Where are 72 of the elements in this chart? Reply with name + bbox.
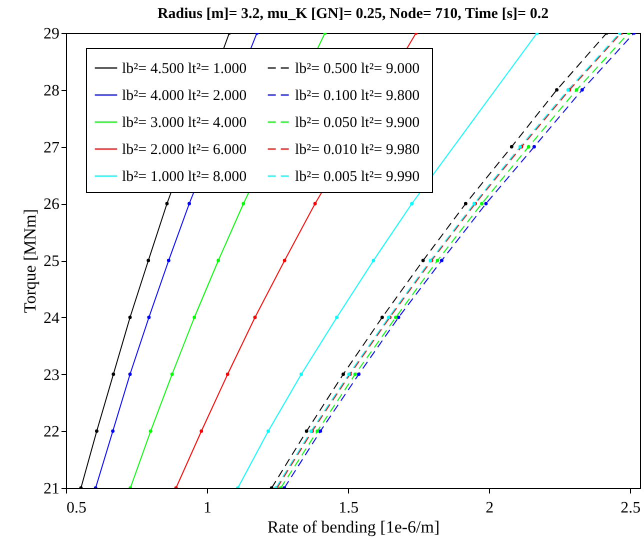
point bbox=[188, 202, 191, 206]
y-tick-label: 21 bbox=[44, 480, 60, 498]
legend-label: lb²= 4.000 lt²= 2.000 bbox=[122, 88, 247, 104]
point bbox=[146, 258, 150, 262]
point bbox=[226, 372, 230, 376]
point bbox=[112, 372, 116, 376]
point bbox=[421, 258, 425, 262]
legend-label: lb²= 0.500 lt²= 9.000 bbox=[295, 61, 420, 77]
x-axis-title: Rate of bending [1e-6/m] bbox=[267, 518, 440, 536]
y-tick-label: 23 bbox=[44, 366, 60, 384]
point bbox=[410, 202, 414, 206]
y-tick-label: 28 bbox=[44, 82, 60, 100]
point bbox=[464, 202, 468, 206]
x-tick-label: 1.5 bbox=[338, 500, 359, 516]
x-tick-label: 2.5 bbox=[620, 500, 641, 516]
point bbox=[316, 429, 320, 433]
point bbox=[300, 372, 303, 376]
point bbox=[147, 316, 151, 320]
point bbox=[282, 258, 286, 262]
point bbox=[192, 316, 196, 320]
y-axis-title: Torque [MNm] bbox=[20, 208, 40, 314]
y-tick-label: 25 bbox=[44, 253, 60, 270]
y-tick-label: 26 bbox=[44, 196, 60, 214]
y-tick-label: 29 bbox=[44, 26, 60, 42]
point bbox=[128, 316, 132, 320]
x-tick-label: 0.5 bbox=[66, 500, 86, 516]
point bbox=[380, 316, 384, 320]
point bbox=[510, 145, 514, 148]
legend-label: lb²= 4.500 lt²= 1.000 bbox=[122, 61, 247, 77]
point bbox=[394, 316, 398, 320]
point bbox=[532, 145, 536, 148]
point bbox=[216, 258, 220, 262]
point bbox=[526, 145, 530, 148]
legend-label: lb²= 1.000 lt²= 8.000 bbox=[122, 169, 247, 185]
point bbox=[165, 202, 169, 206]
chart-title: Radius [m]= 3.2, mu_K [GN]= 0.25, Node= 710, Time [s]= 0.2 bbox=[157, 6, 549, 22]
x-tick-label: 2 bbox=[486, 500, 494, 516]
y-tick-label: 24 bbox=[44, 310, 60, 327]
point bbox=[353, 372, 357, 376]
point bbox=[166, 258, 170, 262]
point bbox=[484, 202, 488, 206]
point bbox=[200, 429, 204, 433]
point bbox=[253, 316, 257, 320]
point bbox=[148, 429, 152, 433]
point bbox=[436, 258, 440, 262]
point bbox=[304, 429, 308, 433]
point bbox=[111, 429, 115, 433]
y-tick-label: 27 bbox=[44, 139, 60, 156]
legend-label: lb²= 0.050 lt²= 9.900 bbox=[295, 115, 420, 131]
point bbox=[574, 88, 578, 92]
point bbox=[342, 372, 345, 376]
point bbox=[242, 202, 246, 206]
legend-label: lb²= 3.000 lt²= 4.000 bbox=[122, 115, 247, 131]
point bbox=[580, 88, 584, 92]
point bbox=[555, 88, 559, 92]
point bbox=[480, 202, 484, 206]
legend-label: lb²= 0.010 lt²= 9.980 bbox=[295, 142, 420, 158]
point bbox=[372, 258, 376, 262]
legend-label: lb²= 2.000 lt²= 6.000 bbox=[122, 142, 247, 158]
y-tick-label: 22 bbox=[44, 424, 60, 441]
point bbox=[440, 258, 444, 262]
point bbox=[313, 202, 317, 206]
legend-label: lb²= 0.005 lt²= 9.990 bbox=[295, 169, 420, 185]
point bbox=[170, 372, 174, 376]
x-tick-label: 1 bbox=[204, 500, 212, 516]
point bbox=[357, 372, 361, 376]
point bbox=[335, 316, 339, 320]
legend-label: lb²= 0.100 lt²= 9.800 bbox=[295, 88, 420, 104]
point bbox=[128, 372, 132, 376]
point bbox=[318, 429, 322, 433]
point bbox=[266, 429, 270, 433]
point bbox=[95, 429, 98, 433]
